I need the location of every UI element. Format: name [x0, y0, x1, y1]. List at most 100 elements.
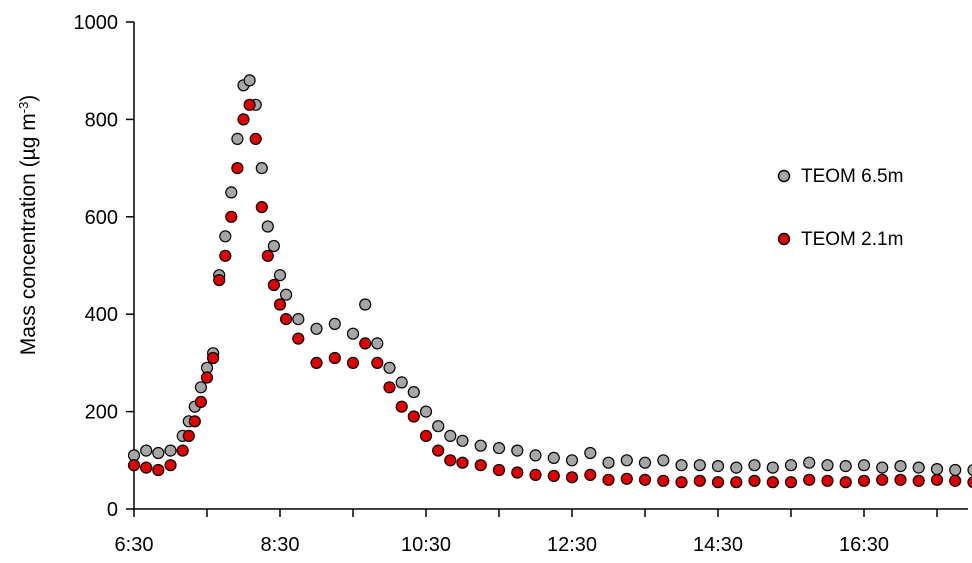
data-point — [638, 473, 652, 486]
data-point — [657, 454, 670, 467]
y-axis-title: Mass concentration (µg m-3) — [16, 95, 41, 356]
data-point — [638, 456, 652, 469]
data-point — [821, 459, 834, 472]
data-point — [444, 429, 457, 442]
y-axis-title-main: Mass concentration (µg m — [17, 113, 40, 355]
data-point — [821, 474, 834, 487]
y-axis-title-end: ) — [17, 95, 40, 102]
x-tick-label: 14:30 — [693, 534, 743, 556]
data-point — [359, 337, 372, 350]
data-point — [359, 298, 372, 311]
data-point — [310, 356, 323, 369]
data-point — [803, 456, 816, 469]
data-point — [127, 459, 141, 472]
data-point — [602, 456, 615, 469]
data-point — [383, 361, 396, 374]
data-point — [949, 463, 962, 477]
data-point — [280, 313, 293, 326]
legend-marker-series-1 — [777, 232, 791, 246]
data-point — [176, 444, 189, 457]
data-point — [432, 444, 445, 457]
data-point — [784, 459, 798, 472]
data-point — [243, 74, 256, 87]
data-point — [584, 446, 597, 460]
data-point — [207, 351, 220, 365]
data-point — [243, 98, 256, 111]
data-point — [255, 201, 268, 214]
data-point — [492, 442, 506, 455]
data-point — [949, 474, 962, 487]
legend-label-series-1: TEOM 2.1m — [801, 229, 903, 250]
y-axis-title-sup: -3 — [16, 102, 31, 114]
data-point — [407, 386, 420, 399]
x-tick-label: 8:30 — [261, 534, 300, 556]
data-point — [766, 461, 779, 474]
data-point — [511, 466, 524, 479]
data-point — [839, 476, 852, 489]
data-point — [383, 381, 396, 394]
legend: TEOM 6.5m TEOM 2.1m — [777, 166, 903, 250]
data-point — [219, 230, 232, 243]
y-tick-label: 800 — [85, 109, 118, 131]
data-point — [225, 186, 238, 199]
data-point — [474, 459, 487, 472]
data-point — [693, 459, 706, 472]
data-point — [912, 461, 925, 474]
data-point — [748, 459, 761, 472]
data-point — [584, 468, 597, 481]
x-tick-label: 12:30 — [547, 534, 597, 556]
data-point — [620, 472, 633, 485]
data-point — [675, 476, 688, 489]
data-point — [711, 476, 725, 489]
data-point — [432, 420, 445, 433]
data-point — [967, 476, 972, 489]
data-point — [200, 371, 214, 384]
data-point — [803, 473, 816, 486]
data-point — [273, 269, 287, 282]
data-point — [267, 239, 280, 253]
data-point — [371, 337, 384, 350]
data-point — [140, 461, 153, 474]
data-point — [395, 376, 408, 389]
data-point — [894, 460, 907, 473]
data-point — [328, 317, 341, 330]
data-point — [213, 274, 226, 287]
data-point — [456, 456, 469, 469]
data-point — [894, 473, 907, 486]
data-point — [766, 476, 779, 489]
data-point — [730, 476, 743, 489]
data-point — [492, 463, 506, 477]
data-point — [152, 446, 165, 460]
legend-marker-series-0 — [777, 169, 791, 183]
data-point — [231, 162, 244, 175]
y-tick-label: 0 — [107, 499, 118, 521]
data-point — [419, 405, 433, 418]
data-point — [967, 464, 972, 476]
data-point — [219, 249, 232, 262]
x-tick-label: 16:30 — [839, 534, 889, 556]
data-point — [602, 473, 615, 486]
data-point — [292, 332, 305, 345]
y-tick-label: 200 — [85, 402, 118, 424]
data-point — [474, 439, 487, 452]
x-tick-label: 6:30 — [115, 534, 154, 556]
series-layer — [127, 74, 972, 489]
data-point — [419, 429, 433, 442]
y-tick-label: 1000 — [74, 12, 119, 34]
data-point — [529, 449, 542, 462]
data-point — [456, 434, 469, 447]
data-point — [444, 454, 457, 467]
data-point — [225, 210, 238, 223]
data-point — [529, 468, 542, 481]
data-point — [231, 132, 244, 145]
data-point — [164, 444, 177, 457]
data-point — [328, 351, 341, 365]
data-point — [511, 444, 524, 457]
data-point — [194, 381, 207, 394]
data-point — [839, 460, 852, 473]
data-point — [876, 461, 889, 474]
data-point — [164, 459, 177, 472]
data-point — [857, 474, 871, 487]
series-1 — [127, 98, 972, 489]
